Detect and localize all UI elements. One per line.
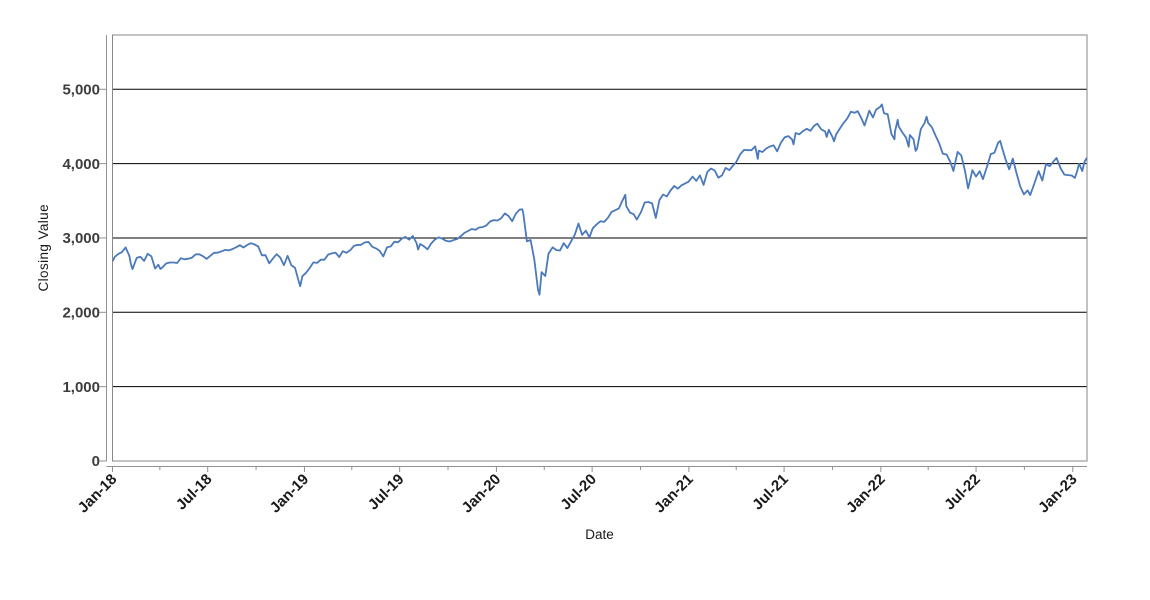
y-tick-label: 0 <box>92 453 100 470</box>
closing-value-line <box>112 103 1087 296</box>
x-tick-label: Jul-18 <box>173 471 216 514</box>
y-tick-label: 2,000 <box>62 305 100 322</box>
x-axis-title: Date <box>585 527 614 542</box>
x-tick-label: Jan-22 <box>843 471 889 517</box>
x-tick-label: Jul-20 <box>557 471 600 514</box>
x-tick-label: Jan-20 <box>459 471 505 517</box>
x-axis-ticks: Jan-18 Jul-18 Jan-19 Jul-19 Jan-20 Jul-20 Jan-… <box>75 466 1081 517</box>
x-tick-label: Jul-19 <box>365 471 408 514</box>
y-axis-ticks: 0 1,000 2,000 3,000 4,000 5,000 <box>62 81 107 470</box>
axis-lines <box>106 35 1087 467</box>
y-tick-label: 4,000 <box>62 156 100 173</box>
x-tick-label: Jan-23 <box>1035 471 1081 517</box>
gridlines <box>112 88 1087 388</box>
x-tick-label: Jul-22 <box>941 471 984 514</box>
y-tick-label: 3,000 <box>62 230 100 247</box>
x-tick-label: Jul-21 <box>749 471 792 514</box>
x-tick-label: Jan-19 <box>267 471 313 517</box>
plot-frame <box>112 34 1088 462</box>
y-tick-label: 5,000 <box>62 81 100 98</box>
x-tick-label: Jan-21 <box>651 471 697 517</box>
x-tick-label: Jan-18 <box>75 471 121 517</box>
y-tick-label: 1,000 <box>62 379 100 396</box>
